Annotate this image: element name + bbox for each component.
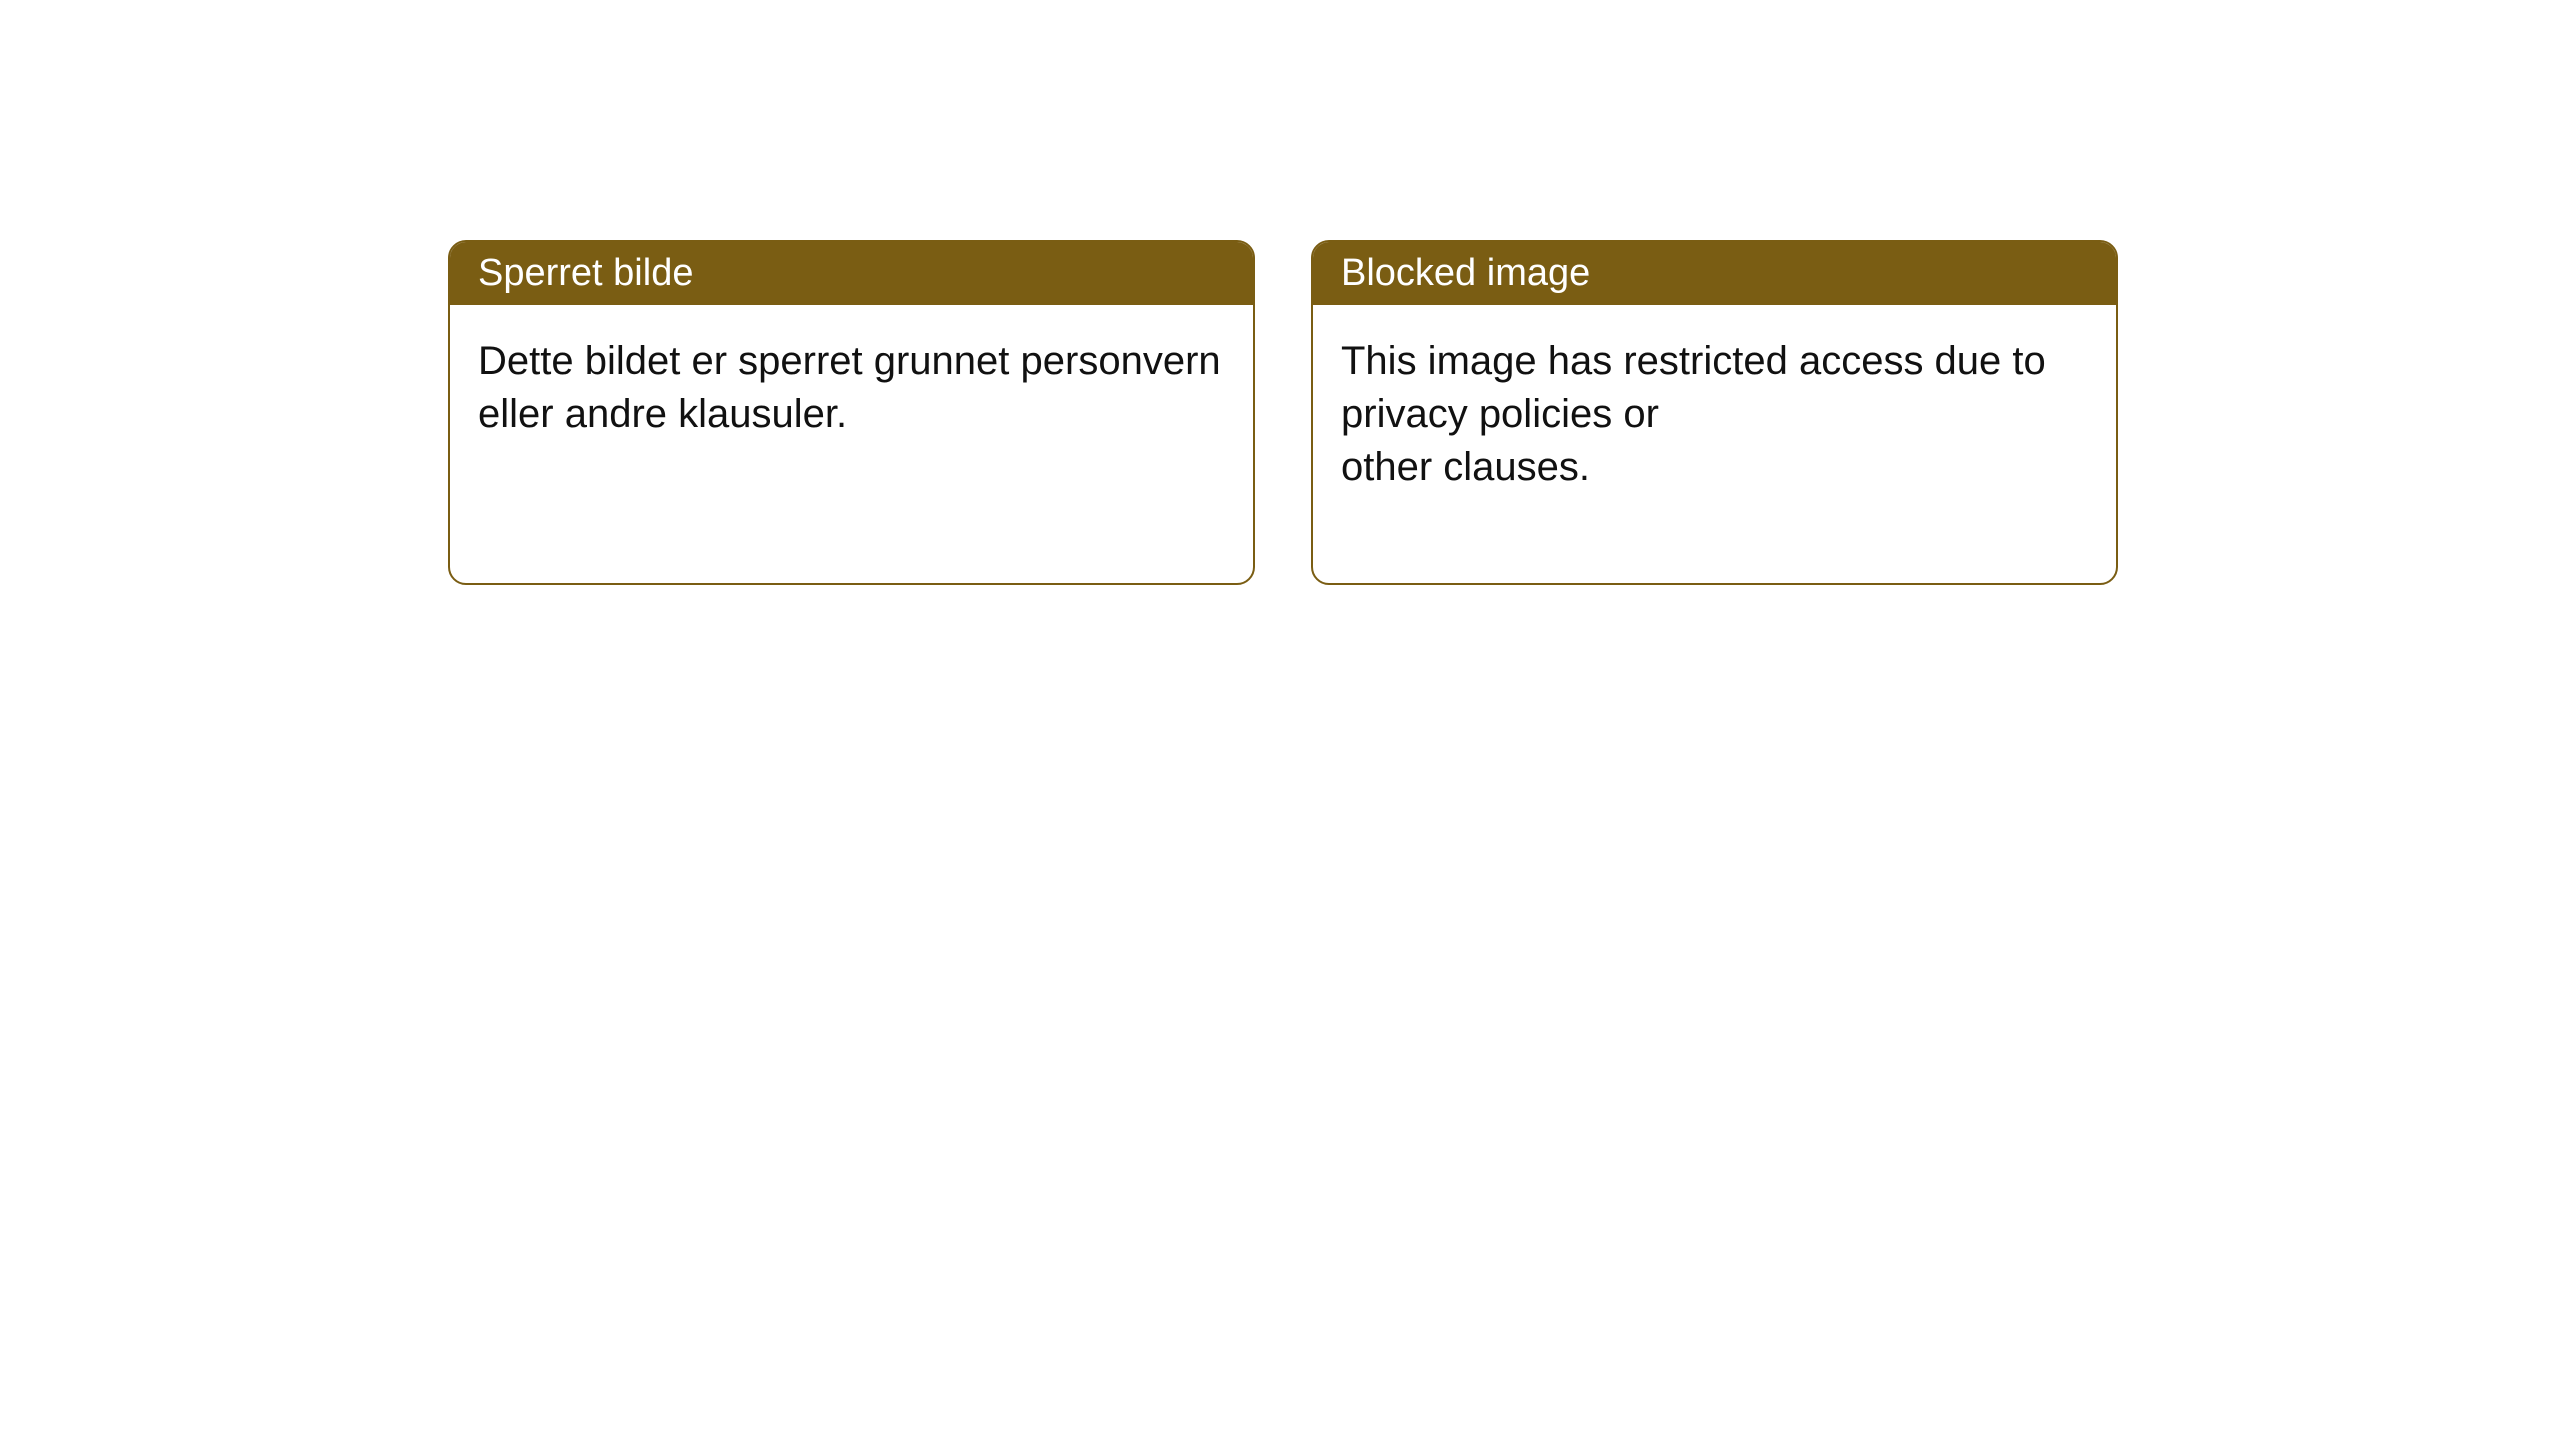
notice-body-english: This image has restricted access due to …	[1313, 305, 2116, 583]
notice-card-norwegian: Sperret bilde Dette bildet er sperret gr…	[448, 240, 1255, 585]
notice-header-norwegian: Sperret bilde	[450, 242, 1253, 305]
notice-body-norwegian: Dette bildet er sperret grunnet personve…	[450, 305, 1253, 531]
notice-card-english: Blocked image This image has restricted …	[1311, 240, 2118, 585]
notice-header-english: Blocked image	[1313, 242, 2116, 305]
notice-container: Sperret bilde Dette bildet er sperret gr…	[0, 0, 2560, 585]
